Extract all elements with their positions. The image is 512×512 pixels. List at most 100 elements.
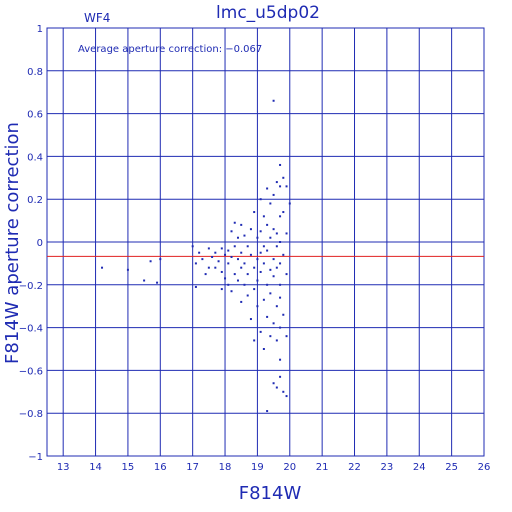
y-tick-label: 0 [37,238,43,249]
data-point [279,185,282,188]
data-point [256,236,259,239]
data-point [240,223,243,226]
data-point [201,258,204,261]
data-point [191,245,194,248]
data-point [285,273,288,276]
data-point [249,318,252,321]
data-point [275,232,278,235]
data-point [266,315,269,318]
y-tick-labels: −1 −0.8 −0.6 −0.4 −0.2 0 0.2 0.4 0.6 0.8 1 [19,24,43,463]
data-point [279,358,282,361]
data-point [272,275,275,278]
data-point [246,273,249,276]
data-point [220,288,223,291]
data-point [246,294,249,297]
data-point [269,236,272,239]
y-tick-label: 0.6 [27,110,43,121]
grid [47,27,485,457]
data-point [272,322,275,325]
y-tick-label: −0.8 [19,409,43,420]
data-point [279,283,282,286]
data-point [275,386,278,389]
data-point [259,198,262,201]
data-point [249,228,252,231]
data-point [236,236,239,239]
data-point [285,232,288,235]
data-point [204,273,207,276]
y-tick-label: −0.6 [19,366,43,377]
data-point [259,230,262,233]
x-tick-labels: 13 14 15 16 17 18 19 20 21 22 23 24 25 26 [57,462,491,473]
data-point [272,228,275,231]
data-point [269,268,272,271]
data-point [253,339,256,342]
data-point [262,262,265,265]
data-point [285,335,288,338]
data-point [262,215,265,218]
data-point [236,258,239,261]
x-tick-label: 19 [251,462,264,473]
data-point [243,262,246,265]
data-point [198,251,201,254]
x-tick-label: 26 [478,462,491,473]
data-point [256,258,259,261]
x-tick-label: 13 [57,462,70,473]
data-point [220,270,223,273]
data-point [249,253,252,256]
data-point [253,266,256,269]
y-tick-label: −1 [28,452,43,463]
data-point [266,249,269,252]
data-point [194,262,197,265]
data-point [214,251,217,254]
data-point [143,279,146,282]
data-point [266,410,269,413]
y-tick-label: −0.4 [19,324,43,335]
x-tick-label: 22 [348,462,361,473]
data-point [227,262,230,265]
data-point [233,221,236,224]
data-point [275,181,278,184]
data-point [246,245,249,248]
x-tick-label: 21 [316,462,329,473]
data-point [256,305,259,308]
x-tick-label: 18 [219,462,232,473]
data-point [240,251,243,254]
data-point [207,266,210,269]
data-point [240,266,243,269]
x-tick-label: 20 [283,462,296,473]
y-tick-label: 1 [37,24,43,35]
data-point [156,281,159,284]
data-points [101,99,291,413]
chart-title: lmc_u5dp02 [216,3,320,23]
data-point [279,296,282,299]
data-point [233,273,236,276]
data-point [282,211,285,214]
data-point [230,230,233,233]
data-point [279,262,282,265]
data-point [256,279,259,282]
data-point [259,270,262,273]
data-point [266,187,269,190]
data-point [279,215,282,218]
data-point [240,300,243,303]
data-point [272,193,275,196]
x-tick-label: 15 [122,462,135,473]
average-correction-annotation: Average aperture correction: −0.067 [78,44,262,55]
data-point [220,247,223,250]
data-point [227,283,230,286]
data-point [282,390,285,393]
data-point [211,255,214,258]
data-point [207,247,210,250]
x-tick-label: 16 [154,462,167,473]
y-axis-label: F814W aperture correction [2,122,23,364]
data-point [272,382,275,385]
plot-frame [46,27,485,457]
data-point [126,268,129,271]
data-point [233,245,236,248]
data-point [275,266,278,269]
data-point [266,283,269,286]
x-tick-label: 17 [186,462,199,473]
data-point [149,260,152,263]
data-point [262,298,265,301]
